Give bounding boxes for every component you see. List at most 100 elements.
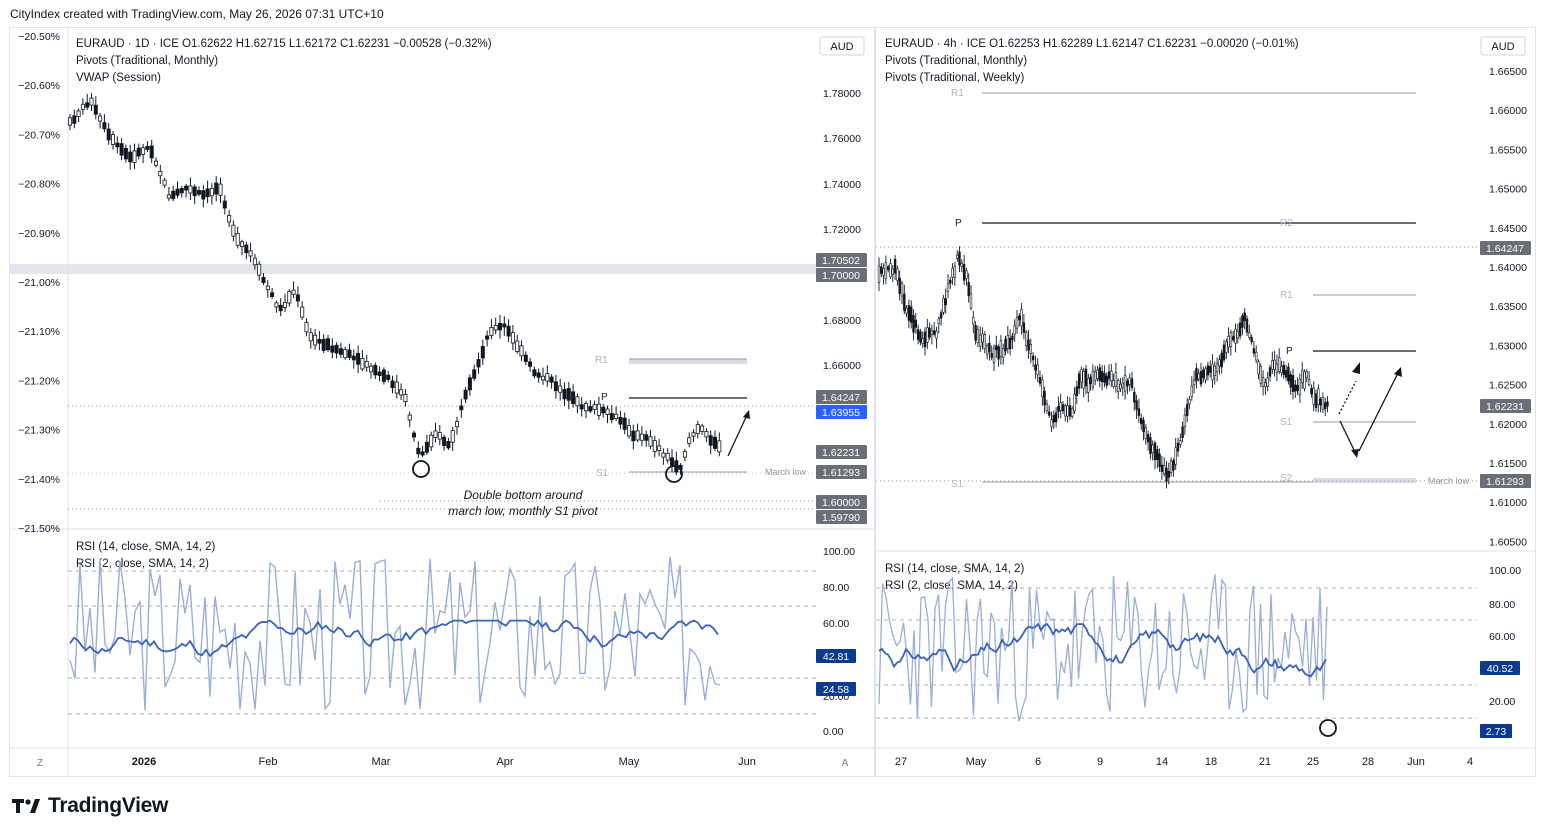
left-axis-tick: −20.50% [18,31,60,43]
candle-body [1319,398,1322,406]
candle-body [1059,402,1062,411]
candle-body [1287,366,1290,382]
candle-body [1215,363,1219,373]
pivot-label-monthly-r1: R1 [951,88,964,99]
price-badge-value: 1.59790 [822,512,860,524]
scenario-down-arrow [1339,420,1356,453]
candle-body [1310,387,1313,395]
price-badge [816,510,867,524]
candle-body [1130,378,1134,388]
candle-body [903,293,906,311]
price-axis-tick: 1.62000 [1489,419,1527,431]
candle-body [360,358,365,370]
candle-body [909,306,913,323]
candle-body [639,433,644,441]
price-axis-tick: 1.63500 [1489,301,1527,313]
candle-body [485,335,490,340]
time-axis-tick: May [966,756,987,768]
price-axis-tick: 1.66500 [1489,66,1527,78]
candle-body [454,421,459,428]
candle-body [222,200,227,209]
rsi14-badge [816,649,856,663]
h4-price-axis[interactable]: AUD 1.66500 1.66000 1.65500 1.65000 1.64500 1.… [1477,27,1536,777]
time-axis-tick: 14 [1156,756,1168,768]
candle-body [381,369,386,382]
candle-body [1225,341,1228,353]
daily-price-axis[interactable]: AUD 1.78000 1.76000 1.74000 1.72000 1.68000 1.… [816,27,875,777]
price-badge [816,405,867,419]
price-badge [1480,399,1531,413]
candle-body [1066,405,1069,417]
tradingview-logo[interactable]: TradingView [12,794,168,818]
daily-chart-panel[interactable]: −20.50% −20.60% −20.70% −20.80% −20.90% −21.0… [9,27,818,777]
price-axis-tick: 1.65500 [1489,144,1527,156]
candle-body [958,251,961,266]
candle-body [1020,309,1023,327]
candle-body [965,270,968,279]
candle-body [528,361,533,367]
candle-body [1054,412,1058,423]
candle-body [1034,364,1037,371]
candle-body [1071,408,1074,417]
candle-body [1105,375,1108,386]
candle-body [356,353,361,365]
candle-body [265,285,270,291]
candle-body [562,388,567,400]
candle-body [321,338,326,351]
oversold-circle [1319,719,1337,737]
candle-body [1146,434,1150,443]
candle-body [1231,336,1235,341]
candle-body [300,306,305,318]
candle-body [1238,322,1242,337]
scenario-up-arrow [1358,372,1399,452]
candle-body [695,424,700,435]
candle-body [106,128,111,141]
h4-chart-panel[interactable]: EURAUD · 4h · ICE O1.62253 H1.62289 L1.6… [875,27,1479,777]
candle-body [622,417,627,430]
candle-body [956,254,959,259]
candle-body [1006,334,1009,349]
scenario-up-arrowhead [1394,367,1402,377]
price-badge-value: 1.62231 [1486,401,1524,413]
candle-body [990,353,993,358]
candle-body [364,360,369,368]
candle-body [1103,372,1106,383]
time-axis-tick: Jun [1407,756,1425,768]
candle-body [510,332,515,344]
candle-body [368,365,373,373]
candle-body [480,346,485,359]
candle-body [1305,371,1308,378]
candle-body [244,244,249,254]
scenario-down-arrowhead [1351,449,1359,458]
candle-body [558,385,563,393]
candle-body [893,258,897,274]
h4-chart-svg[interactable]: EURAUD · 4h · ICE O1.62253 H1.62289 L1.6… [876,28,1478,776]
candle-body [1211,363,1214,381]
time-axis-tick: May [619,756,640,768]
candle-body [1137,408,1141,416]
candle-body [536,372,541,378]
candle-body [506,325,511,337]
candle-body [411,432,416,438]
candle-body [317,338,322,344]
candle-body [1096,369,1099,379]
candle-body [1135,400,1138,410]
candle-body [1169,460,1173,473]
candle-body [1027,339,1030,351]
candle-body [1245,318,1249,333]
candle-body [1022,322,1026,333]
price-badge-value: 1.61293 [822,467,860,479]
candle-body [974,325,977,341]
candle-body [209,187,214,197]
candle-body [545,373,550,382]
candle-body [1326,401,1329,407]
candle-body [1250,336,1253,343]
daily-chart-svg[interactable]: −20.50% −20.60% −20.70% −20.80% −20.90% −21.0… [10,28,818,776]
candle-body [1080,369,1083,383]
zoom-corner-label: Z [37,758,43,769]
candle-body [592,404,597,410]
rsi-axis-tick: 100.00 [1489,565,1521,577]
candle-body [1321,397,1325,410]
candle-body [1294,384,1297,392]
candle-body [921,338,924,344]
